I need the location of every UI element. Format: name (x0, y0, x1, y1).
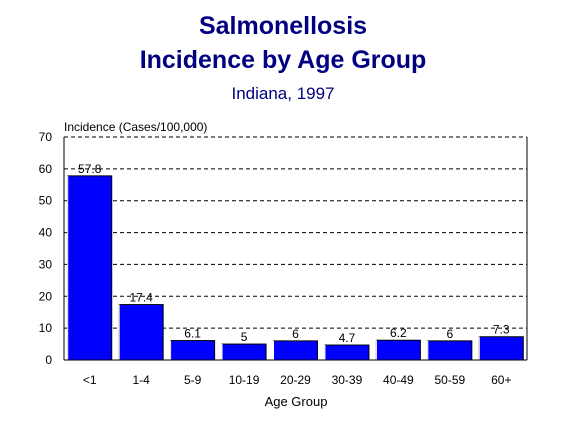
chart-title: Salmonellosis (198, 12, 368, 40)
data-label: 6.2 (390, 326, 407, 340)
data-label: 4.7 (339, 331, 356, 345)
data-label: 17.4 (129, 291, 153, 305)
bar (221, 343, 267, 361)
data-label: 57.8 (78, 162, 102, 176)
y-tick-label: 40 (39, 226, 53, 240)
y-tick-label: 10 (39, 321, 53, 335)
bar (375, 339, 421, 361)
y-tick-label: 20 (39, 289, 53, 303)
data-label: 7.3 (493, 323, 510, 337)
axes (63, 137, 528, 361)
bar (427, 340, 473, 361)
labels: 0 10 20 30 40 50 60 70 57.8 <1 17.4 1-4 6.1 5-9 5 10-19… (39, 130, 512, 387)
data-label: 5 (241, 330, 248, 344)
x-tick-label: 30-39 (332, 373, 363, 387)
y-tick-label: 70 (39, 130, 53, 144)
data-label: 6 (292, 327, 299, 341)
x-tick-label: 50-59 (434, 373, 465, 387)
x-tick-label: 1-4 (132, 373, 150, 387)
y-tick-label: 60 (39, 162, 53, 176)
y-tick-label: 30 (39, 257, 53, 271)
y-tick-label: 50 (39, 194, 53, 208)
y-tick-label: 0 (45, 353, 52, 367)
bar (273, 340, 318, 361)
bar (478, 336, 524, 361)
data-label: 6.1 (184, 327, 201, 341)
bar (170, 340, 216, 361)
x-tick-label: 20-29 (280, 373, 311, 387)
data-label: 6 (446, 327, 453, 341)
bar (118, 304, 164, 361)
x-tick-label: <1 (83, 373, 97, 387)
gridlines (64, 136, 527, 329)
x-tick-label: 60+ (491, 373, 511, 387)
x-axis-label: Age Group (265, 394, 328, 409)
bar (324, 344, 370, 361)
bars (67, 175, 524, 361)
x-tick-label: 40-49 (383, 373, 414, 387)
x-tick-label: 5-9 (184, 373, 202, 387)
x-tick-label: 10-19 (229, 373, 260, 387)
bar (67, 175, 113, 361)
y-axis-label: Incidence (Cases/100,000) (64, 120, 207, 134)
chart-subtitle: Indiana, 1997 (231, 84, 335, 103)
chart-title-line2: Incidence by Age Group (139, 46, 427, 74)
